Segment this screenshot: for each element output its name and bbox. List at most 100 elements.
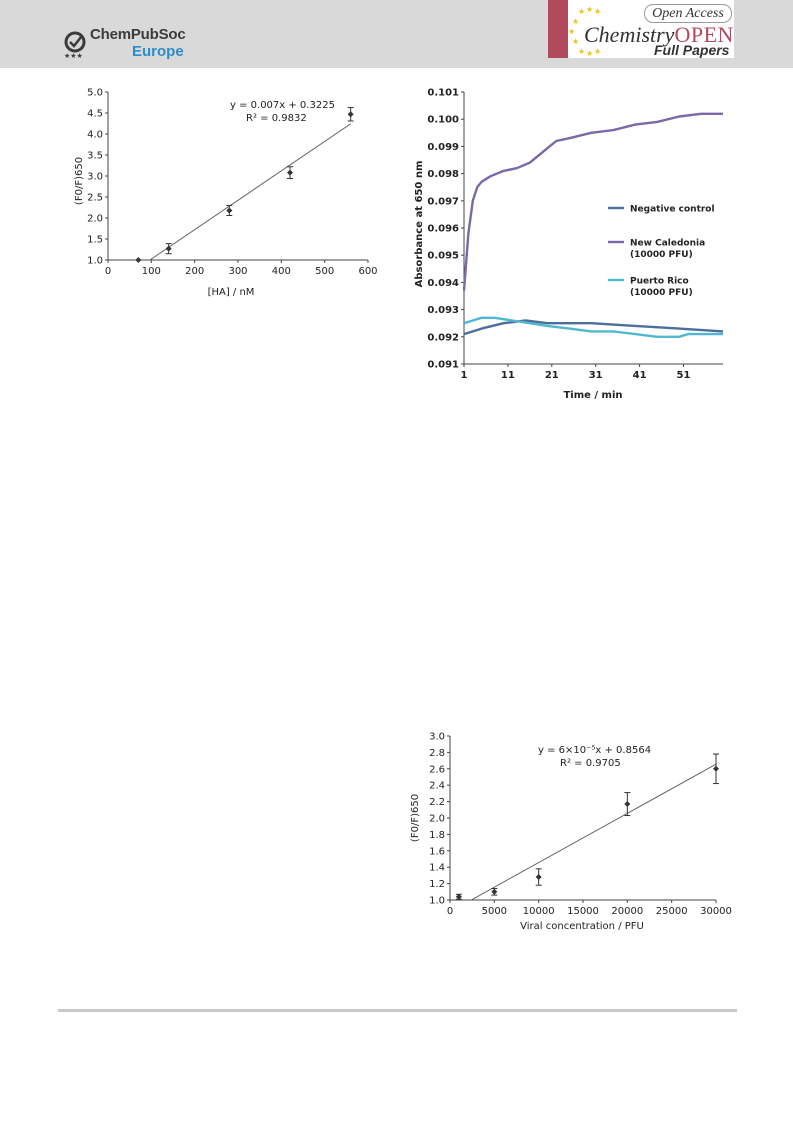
data-point (226, 207, 233, 214)
y-tick-label: 2.8 (429, 748, 445, 759)
y-tick-label: 2.5 (87, 193, 103, 204)
data-point (624, 801, 631, 808)
x-tick-label: 41 (633, 370, 647, 381)
chempubsoc-mark-icon: ★★★ (64, 31, 86, 60)
x-axis-label: Time / min (563, 390, 622, 401)
data-point (455, 893, 462, 900)
y-tick-label: 0.099 (427, 142, 459, 153)
data-point (135, 257, 142, 263)
data-point (347, 111, 354, 118)
y-tick-label: 2.0 (429, 814, 445, 825)
publisher-region: Europe (132, 43, 184, 60)
data-point (713, 765, 719, 772)
x-axis-label: [HA] / nM (208, 287, 255, 298)
x-tick-label: 200 (185, 266, 204, 277)
x-tick-label: 20000 (611, 906, 643, 917)
x-tick-label: 15000 (567, 906, 599, 917)
x-tick-label: 300 (228, 266, 247, 277)
svg-text:★: ★ (594, 7, 601, 16)
y-tick-label: 0.091 (427, 360, 459, 371)
journal-title: ChemistryOPEN (584, 22, 734, 47)
y-tick-label: 5.0 (87, 88, 103, 99)
x-tick-label: 51 (677, 370, 691, 381)
y-tick-label: 4.5 (87, 109, 103, 120)
legend-label: New Caledonia (630, 239, 705, 249)
y-tick-label: 1.5 (87, 235, 103, 246)
y-tick-label: 2.0 (87, 214, 103, 225)
series-line (463, 316, 723, 338)
open-access-badge: Open Access (644, 4, 732, 23)
legend-label: Negative control (630, 205, 715, 215)
y-tick-label: 3.0 (429, 732, 445, 743)
chempubsoc-logo: ★★★ ChemPubSoc Europe (62, 22, 202, 62)
svg-text:★★★: ★★★ (64, 52, 83, 60)
y-tick-label: 0.101 (427, 88, 459, 99)
data-point (491, 888, 498, 895)
y-tick-label: 4.0 (87, 130, 103, 141)
y-axis-label: Absorbance at 650 nm (414, 161, 425, 288)
x-tick-label: 1 (461, 370, 468, 381)
trend-line (470, 763, 717, 901)
x-tick-label: 0 (105, 266, 111, 277)
svg-text:★: ★ (572, 37, 579, 46)
y-tick-label: 2.4 (429, 781, 445, 792)
y-tick-label: 2.2 (429, 797, 445, 808)
x-axis-label: Viral concentration / PFU (520, 921, 644, 932)
y-tick-label: 2.6 (429, 764, 445, 775)
y-tick-label: 1.8 (429, 830, 445, 841)
trend-line (149, 123, 351, 261)
svg-text:★: ★ (586, 5, 593, 14)
y-tick-label: 0.094 (427, 278, 459, 289)
y-tick-label: 0.096 (427, 224, 459, 235)
x-tick-label: 500 (315, 266, 334, 277)
x-tick-label: 25000 (656, 906, 688, 917)
y-axis-label: (F0/F)650 (410, 794, 421, 842)
y-tick-label: 0.092 (427, 332, 459, 343)
fit-r2: R² = 0.9705 (560, 758, 621, 769)
section-label: Full Papers (654, 42, 730, 58)
legend-sublabel: (10000 PFU) (630, 250, 693, 260)
absorbance-time-chart: 1 11 21 31 41 510.0910.0920.0930.0940.0950.09… (414, 88, 724, 401)
y-tick-label: 1.2 (429, 879, 445, 890)
footer-rule (58, 1009, 737, 1012)
y-tick-label: 1.6 (429, 846, 445, 857)
series-line (462, 112, 723, 291)
y-tick-label: 0.100 (427, 115, 459, 126)
y-tick-label: 3.5 (87, 151, 103, 162)
x-tick-label: 31 (589, 370, 603, 381)
svg-text:★: ★ (586, 49, 593, 58)
series-line (463, 319, 724, 336)
svg-text:★: ★ (568, 27, 575, 36)
y-tick-label: 3.0 (87, 172, 103, 183)
y-tick-label: 1.4 (429, 863, 445, 874)
x-tick-label: 0 (447, 906, 453, 917)
legend-sublabel: (10000 PFU) (630, 288, 693, 298)
svg-text:★: ★ (578, 7, 585, 16)
svg-text:★: ★ (578, 47, 585, 56)
ha-calibration-chart: 0 100 200 300 400 500 600 1.0 1.5 2.0 2.5 3.0 3.5 4.0… (74, 88, 378, 299)
x-tick-label: 30000 (700, 906, 732, 917)
fit-r2: R² = 0.9832 (246, 113, 307, 124)
svg-text:★: ★ (572, 17, 579, 26)
y-tick-label: 1.0 (429, 896, 445, 907)
x-tick-label: 600 (358, 266, 377, 277)
data-point (287, 169, 293, 176)
data-point (535, 874, 542, 881)
y-tick-label: 1.0 (87, 256, 103, 267)
y-tick-label: 0.097 (427, 196, 459, 207)
viral-calibration-chart: 0 5000 10000 15000 20000 25000 30000 1.0 1.2 1.4 1… (410, 732, 732, 933)
legend-label: Puerto Rico (630, 277, 689, 287)
x-tick-label: 11 (501, 370, 515, 381)
x-tick-label: 5000 (482, 906, 507, 917)
data-point (165, 245, 172, 252)
eu-stars-icon: ★ ★ ★ ★★★ ★ ★ ★ (568, 5, 601, 58)
fit-equation: y = 0.007x + 0.3225 (230, 100, 335, 111)
y-tick-label: 0.098 (427, 169, 459, 180)
fit-equation: y = 6×10⁻⁵x + 0.8564 (538, 745, 651, 756)
y-axis-label: (F0/F)650 (74, 157, 85, 205)
x-tick-label: 400 (272, 266, 291, 277)
y-tick-label: 0.093 (427, 305, 459, 316)
y-tick-label: 0.095 (427, 251, 459, 262)
x-tick-label: 21 (545, 370, 559, 381)
x-tick-label: 10000 (523, 906, 555, 917)
